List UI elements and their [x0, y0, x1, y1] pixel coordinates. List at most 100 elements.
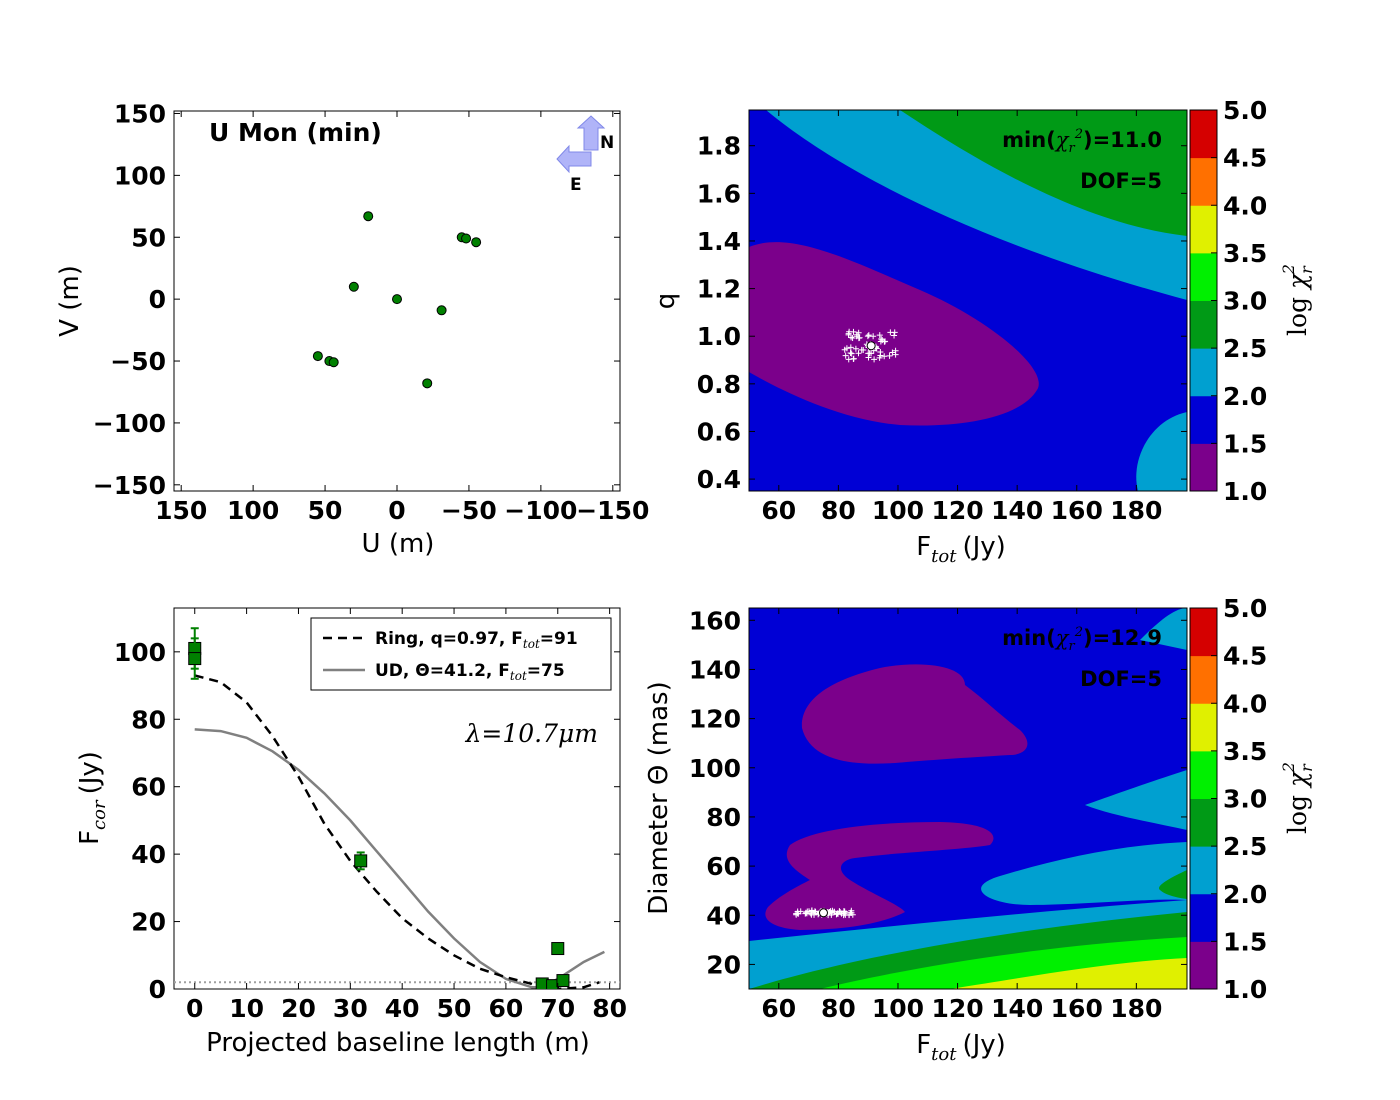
colorbar-segment: [1190, 348, 1217, 397]
y-tick-label: 140: [689, 655, 741, 684]
colorbar-tick-label: 1.0: [1223, 975, 1267, 1004]
x-tick-label: 150: [155, 496, 207, 525]
bootstrap-cross: [811, 908, 818, 915]
bootstrap-points: [841, 328, 899, 363]
north-arrow-icon: [576, 115, 606, 151]
min-chi2-label: min(χr2)=12.9: [1002, 625, 1162, 654]
uv-coverage-panel: 150 100 50 0 −50 −100−150150100500−50−100−150…: [55, 99, 649, 559]
y-tick-label: 80: [131, 705, 166, 734]
contour-level-3.5-4.0: [950, 958, 1187, 989]
data-point: [188, 652, 202, 666]
colorbar-segment: [1190, 252, 1217, 301]
y-tick-label: 20: [131, 908, 166, 937]
colorbar-tick-label: 1.5: [1223, 429, 1267, 458]
x-tick-label: −150: [576, 496, 649, 525]
colorbar-tick-label: 5.0: [1223, 594, 1267, 623]
x-tick-label: 100: [872, 994, 924, 1023]
data-point: [556, 974, 570, 988]
y-tick-label: 1.8: [697, 132, 741, 161]
chi2-ud-y-axis-label: Diameter Θ (mas): [644, 681, 674, 914]
chi2-ring-ticks: 60 80 100 120 140 160 180 0.4 0.6 0.8 1.0 1.2 1.4 1.6…: [697, 110, 1187, 525]
x-tick-label: 120: [931, 496, 983, 525]
colorbar-top-label: log χr2: [1279, 264, 1316, 336]
bootstrap-cross: [848, 350, 855, 357]
bootstrap-cross: [846, 911, 853, 918]
x-tick-label: 80: [821, 496, 856, 525]
x-tick-label: 0: [388, 496, 405, 525]
visibility-panel: 0 10 20 30 40 50 60 70 80 0 20 40 60 80 100 Ring, q=0.…: [75, 607, 627, 1058]
uv-point: [328, 357, 339, 368]
bootstrap-cross: [846, 328, 853, 335]
chi2-ring-frame: [748, 109, 1188, 492]
colorbar-tick-label: 5.0: [1223, 96, 1267, 125]
bootstrap-cross: [878, 335, 885, 342]
colorbar-tick-label: 2.5: [1223, 832, 1267, 861]
contour-level-2.0-2.5-top: [1140, 608, 1187, 650]
uv-point: [422, 378, 433, 389]
x-tick-label: −100: [504, 496, 577, 525]
uv-point: [363, 211, 374, 222]
x-tick-label: 100: [872, 496, 924, 525]
x-tick-label: 80: [821, 994, 856, 1023]
best-fit-marker: [866, 341, 876, 351]
x-tick-label: 180: [1110, 994, 1162, 1023]
data-point: [551, 942, 565, 956]
x-tick-label: 50: [437, 994, 472, 1023]
colorbar-segment: [1190, 655, 1217, 704]
bootstrap-cross: [889, 349, 896, 356]
bootstrap-cross: [886, 352, 893, 359]
contour-level-2.5-3.0: [900, 110, 1187, 236]
y-tick-label: 1.0: [697, 322, 741, 351]
colorbar-segment: [1190, 395, 1217, 444]
y-tick-label: −100: [93, 409, 166, 438]
x-tick-label: 160: [1051, 496, 1103, 525]
bootstrap-cross: [871, 356, 878, 363]
x-tick-label: 160: [1051, 994, 1103, 1023]
x-tick-label: 180: [1110, 496, 1162, 525]
chi2-ud-frame: [748, 607, 1188, 990]
y-tick-label: 60: [706, 852, 741, 881]
visibility-x-axis-label: Projected baseline length (m): [206, 1028, 590, 1058]
x-tick-label: 30: [333, 994, 368, 1023]
colorbar-tick-label: 3.0: [1223, 287, 1267, 316]
x-tick-label: 140: [991, 496, 1043, 525]
chi2-ud-panel: 60 80 100 120 140 160 18020406080100120140160 …: [644, 606, 1188, 1065]
colorbar-segment: [1190, 750, 1217, 799]
bootstrap-cross: [812, 909, 819, 916]
bootstrap-cross: [848, 907, 855, 914]
uv-x-axis-label: U (m): [362, 529, 435, 559]
bootstrap-cross: [865, 332, 872, 339]
chi2-ring-x-axis-label: Ftot (Jy): [916, 532, 1006, 567]
x-tick-label: 60: [761, 496, 796, 525]
bootstrap-cross: [853, 333, 860, 340]
colorbar-segment: [1190, 443, 1217, 492]
legend: Ring, q=0.97, Ftot=91 UD, Θ=41.2, Ftot=7…: [310, 617, 612, 691]
y-tick-label: 100: [689, 754, 741, 783]
bootstrap-cross: [841, 909, 848, 916]
colorbar-segment: [1190, 205, 1217, 254]
uv-plot-title: U Mon (min): [209, 118, 382, 147]
uv-y-axis-label: V (m): [55, 265, 85, 337]
bootstrap-cross: [858, 346, 865, 353]
colorbar-tick-label: 3.0: [1223, 785, 1267, 814]
legend-ring-label: Ring, q=0.97, Ftot=91: [375, 629, 578, 651]
contour-level-2.0-2.5-mid: [1085, 770, 1187, 830]
chi2-ring-y-axis-label: q: [651, 293, 681, 310]
min-chi2-label: min(χr2)=11.0: [1002, 127, 1162, 156]
y-tick-label: 0: [149, 975, 166, 1004]
y-tick-label: 80: [706, 803, 741, 832]
dof-label: DOF=5: [1080, 169, 1162, 193]
colorbar-tick-label: 4.0: [1223, 191, 1267, 220]
colorbar-tick-label: 1.0: [1223, 477, 1267, 506]
bootstrap-cross: [847, 344, 854, 351]
x-tick-label: −50: [441, 496, 497, 525]
legend-ud-label: UD, Θ=41.2, Ftot=75: [375, 661, 565, 683]
colorbar-segment: [1190, 798, 1217, 847]
y-tick-label: 0: [149, 285, 166, 314]
x-tick-label: 50: [308, 496, 343, 525]
colorbar-segment: [1190, 300, 1217, 349]
bootstrap-cross: [842, 352, 849, 359]
y-tick-label: 150: [114, 99, 166, 128]
